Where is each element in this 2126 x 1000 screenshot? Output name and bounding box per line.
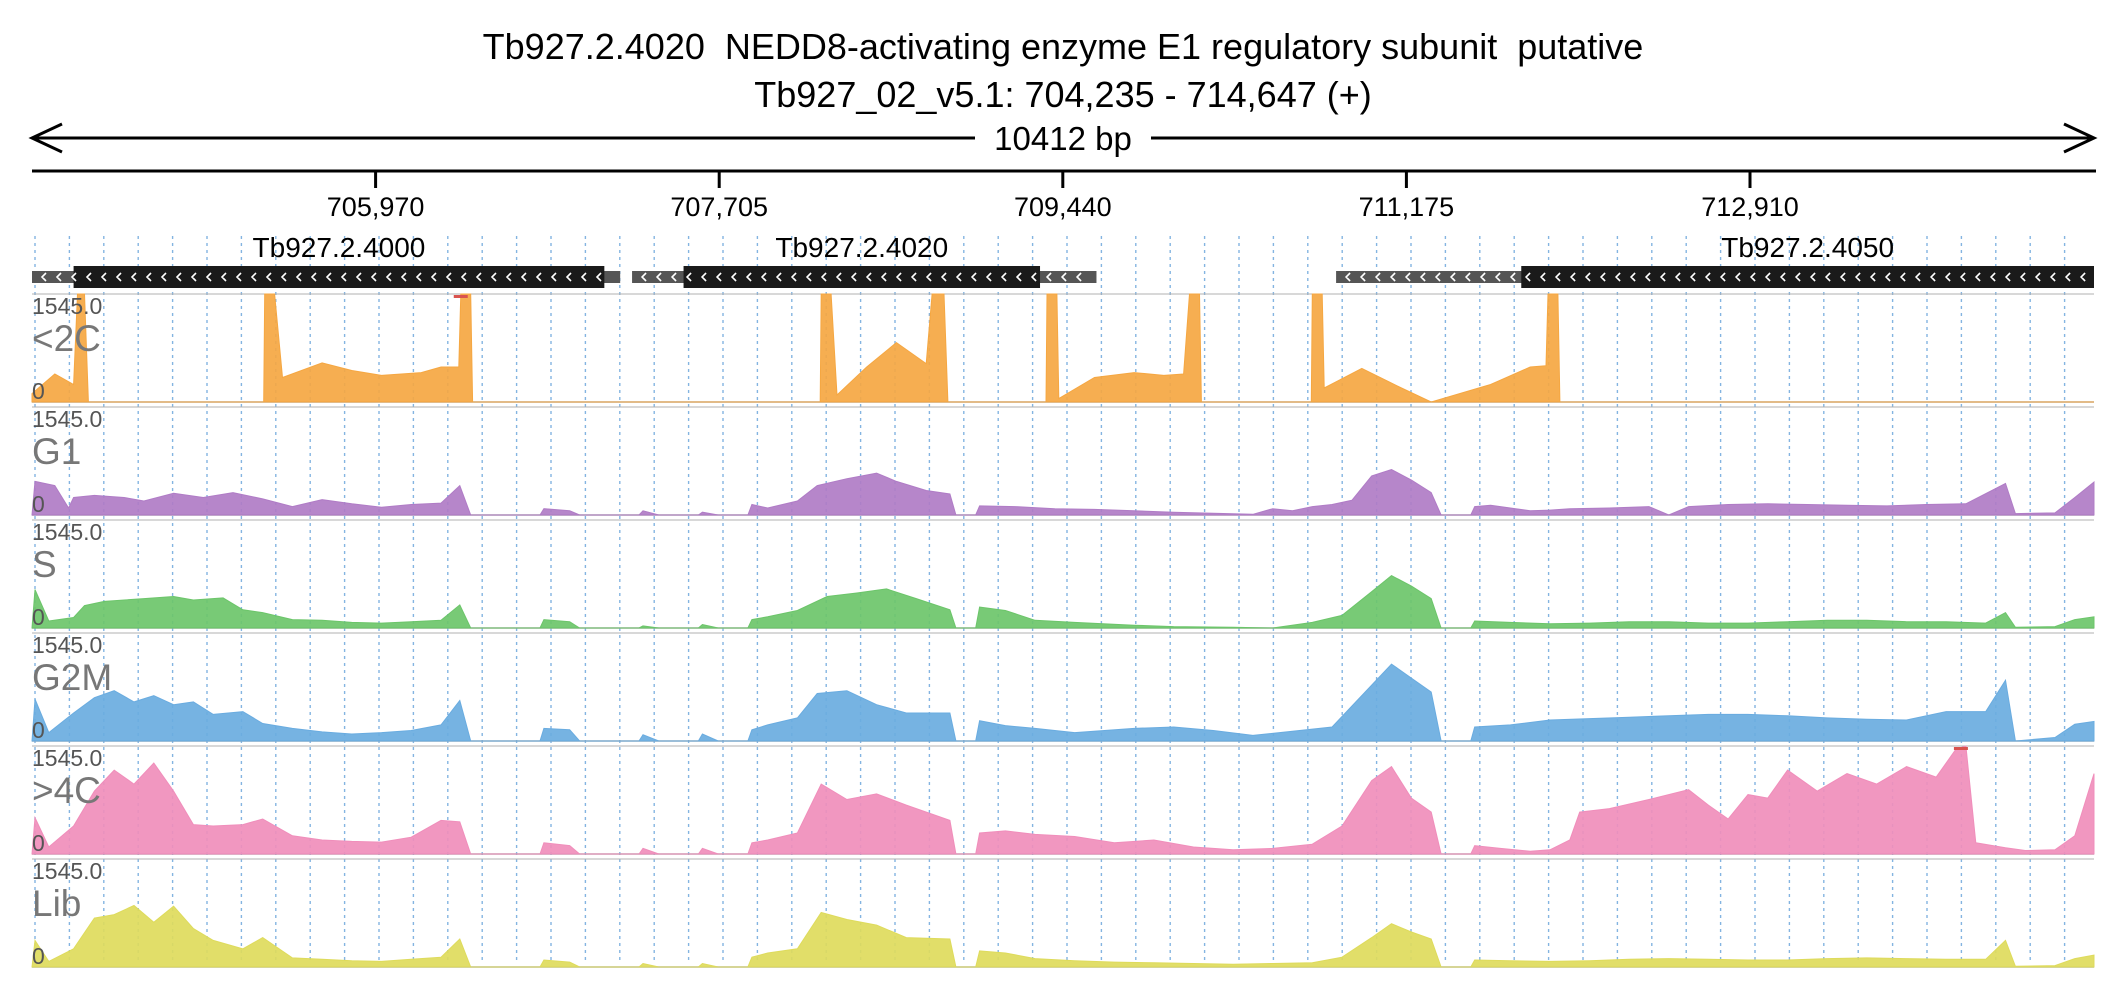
track-4: 1545.0 0 >4C: [31, 745, 2095, 856]
span-arrow-left-head: [28, 122, 63, 154]
y-min-label: 0: [32, 604, 45, 630]
gene-cds-bar: [683, 266, 1041, 288]
tick-label: 709,440: [1014, 192, 1112, 222]
y-max-label: 1545.0: [32, 632, 102, 658]
region-subtitle: Tb927_02_v5.1: 704,235 - 714,647 (+): [754, 74, 1372, 115]
y-max-label: 1545.0: [32, 293, 102, 319]
coverage-area: [31, 745, 2095, 855]
strand-arrows: [40, 272, 602, 282]
y-max-label: 1545.0: [32, 858, 102, 884]
coordinate-ticks: 705,970 707,705 709,440 711,175 712,910: [327, 171, 1799, 222]
y-max-label: 1545.0: [32, 745, 102, 771]
clip-marker: [1953, 747, 1968, 750]
gene-label: Tb927.2.4000: [253, 232, 426, 263]
coverage-tracks: 1545.00<2C1545.00G11545.00S1545.00G2M154…: [31, 293, 2095, 969]
gene-cds-bar: [1521, 266, 2094, 288]
gene-label: Tb927.2.4050: [1721, 232, 1894, 263]
tick-label: 712,910: [1701, 192, 1799, 222]
clip-marker: [453, 295, 468, 298]
span-arrow-right-head: [2063, 122, 2098, 154]
track-name-label: G1: [32, 431, 81, 472]
track-name-label: G2M: [32, 657, 112, 698]
y-min-label: 0: [32, 717, 45, 743]
y-min-label: 0: [32, 378, 45, 404]
y-min-label: 0: [32, 491, 45, 517]
strand-arrows: [1344, 272, 2086, 282]
coverage-area: [31, 293, 2094, 403]
track-name-label: S: [32, 544, 57, 585]
gene-track: Tb927.2.4000 Tb927.2.4020 Tb927.2.4050: [32, 232, 2094, 288]
coverage-area: [31, 904, 2095, 968]
tick-label: 711,175: [1359, 192, 1455, 222]
track-5: 1545.0 0 Lib: [31, 858, 2095, 969]
track-name-label: >4C: [32, 770, 101, 811]
gene-label: Tb927.2.4020: [775, 232, 948, 263]
vertical-gridlines: [34, 236, 2066, 963]
coverage-area: [31, 663, 2095, 742]
y-min-label: 0: [32, 943, 45, 969]
strand-arrows: [640, 272, 1082, 282]
coverage-area: [31, 575, 2095, 629]
track-name-label: <2C: [32, 318, 101, 359]
page-title: Tb927.2.4020 NEDD8-activating enzyme E1 …: [482, 26, 1644, 67]
y-min-label: 0: [32, 830, 45, 856]
track-name-label: Lib: [32, 883, 81, 924]
span-label-background: [975, 120, 1151, 156]
track-0: 1545.0 0 <2C: [31, 293, 2094, 404]
track-3: 1545.0 0 G2M: [31, 632, 2095, 743]
span-ruler: 10412 bp: [28, 120, 2098, 157]
span-length-label: 10412 bp: [994, 120, 1132, 157]
y-max-label: 1545.0: [32, 406, 102, 432]
track-2: 1545.0 0 S: [31, 519, 2095, 630]
tick-label: 705,970: [327, 192, 425, 222]
tick-label: 707,705: [670, 192, 768, 222]
gene-cds-bar: [73, 266, 605, 288]
track-1: 1545.0 0 G1: [31, 406, 2095, 517]
coverage-area: [31, 469, 2095, 516]
y-max-label: 1545.0: [32, 519, 102, 545]
